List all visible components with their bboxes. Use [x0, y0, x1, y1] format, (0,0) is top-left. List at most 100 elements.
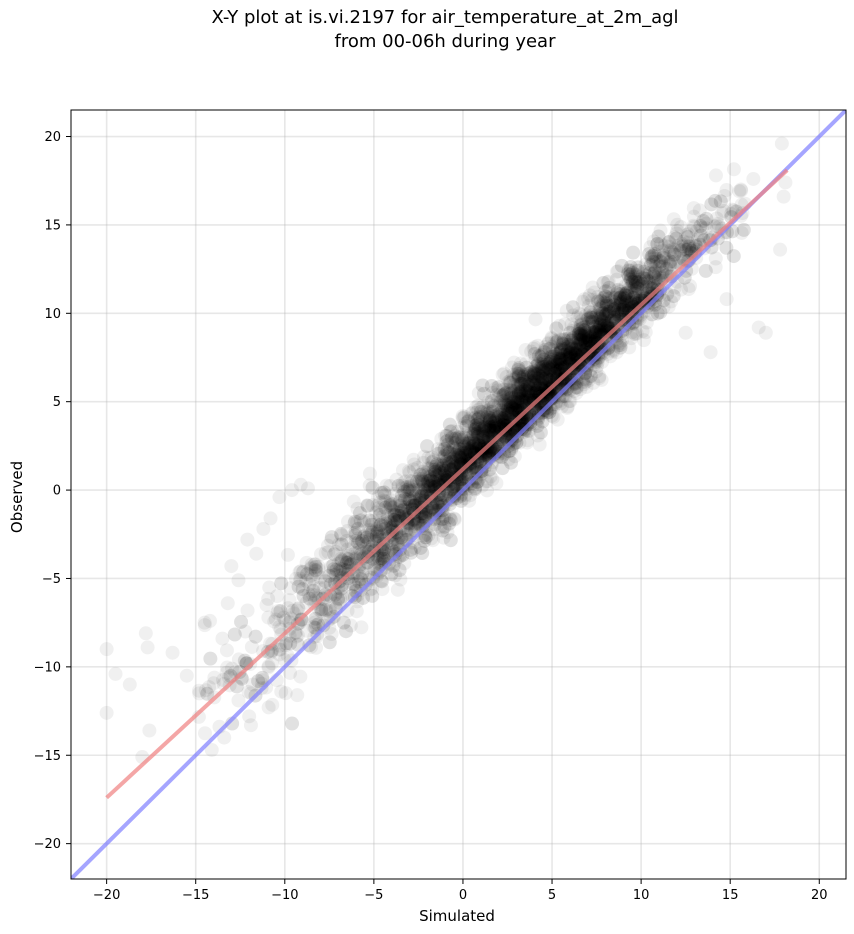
scatter-point — [421, 482, 436, 497]
scatter-point — [508, 400, 523, 415]
scatter-point — [438, 428, 453, 443]
scatter-point — [482, 410, 497, 425]
scatter-point — [539, 370, 554, 385]
scatter-point — [422, 479, 437, 494]
scatter-point — [528, 312, 543, 327]
scatter-point — [548, 366, 563, 381]
scatter-point — [360, 498, 375, 513]
scatter-point — [550, 361, 565, 376]
scatter-point — [378, 536, 393, 551]
scatter-point — [632, 260, 647, 275]
scatter-point — [462, 493, 477, 508]
scatter-point — [614, 287, 629, 302]
scatter-point — [678, 325, 693, 340]
scatter-point — [489, 417, 504, 432]
scatter-point — [480, 417, 495, 432]
scatter-point — [536, 371, 551, 386]
scatter-point — [352, 536, 367, 551]
scatter-point — [445, 423, 460, 438]
scatter-point — [531, 379, 546, 394]
scatter-point — [630, 281, 645, 296]
scatter-point — [289, 629, 304, 644]
scatter-point — [542, 355, 557, 370]
scatter-point — [377, 488, 392, 503]
scatter-point — [710, 216, 725, 231]
scatter-point — [571, 330, 586, 345]
scatter-point — [485, 415, 500, 430]
scatter-point — [446, 457, 461, 472]
scatter-point — [593, 311, 608, 326]
scatter-point — [627, 300, 642, 315]
scatter-point — [416, 468, 431, 483]
scatter-point — [406, 462, 421, 477]
scatter-point — [440, 525, 455, 540]
scatter-point — [615, 304, 630, 319]
scatter-point — [648, 264, 663, 279]
scatter-point — [543, 368, 558, 383]
scatter-point — [340, 523, 355, 538]
scatter-point — [349, 604, 364, 619]
scatter-point — [499, 369, 514, 384]
scatter-point — [473, 417, 488, 432]
scatter-point — [535, 369, 550, 384]
scatter-point — [273, 604, 288, 619]
scatter-point — [380, 511, 395, 526]
scatter-point — [307, 557, 322, 572]
scatter-point — [461, 436, 476, 451]
scatter-point — [670, 217, 685, 232]
scatter-point — [573, 335, 588, 350]
scatter-point — [240, 532, 255, 547]
scatter-point — [550, 363, 565, 378]
scatter-point — [399, 527, 414, 542]
scatter-point — [550, 361, 565, 376]
scatter-point — [366, 513, 381, 528]
scatter-point — [354, 620, 369, 635]
scatter-point — [334, 528, 349, 543]
scatter-point — [325, 558, 340, 573]
scatter-point — [594, 306, 609, 321]
scatter-point — [478, 444, 493, 459]
scatter-point — [401, 526, 416, 541]
scatter-point — [489, 387, 504, 402]
scatter-point — [528, 378, 543, 393]
scatter-point — [641, 280, 656, 295]
scatter-point — [424, 450, 439, 465]
scatter-point — [492, 407, 507, 422]
scatter-point — [459, 419, 474, 434]
scatter-point — [446, 461, 461, 476]
scatter-point — [534, 370, 549, 385]
scatter-point — [655, 243, 670, 258]
scatter-point — [471, 398, 486, 413]
scatter-point — [262, 580, 277, 595]
scatter-point — [523, 384, 538, 399]
scatter-point — [513, 376, 528, 391]
scatter-point — [219, 665, 234, 680]
scatter-point — [486, 422, 501, 437]
scatter-point — [500, 403, 515, 418]
scatter-point — [491, 398, 506, 413]
scatter-point — [583, 334, 598, 349]
scatter-point — [396, 493, 411, 508]
scatter-point — [265, 697, 280, 712]
scatter-point — [573, 332, 588, 347]
scatter-point — [515, 392, 530, 407]
scatter-point — [467, 433, 482, 448]
scatter-point — [561, 351, 576, 366]
scatter-point — [464, 406, 479, 421]
scatter-point — [511, 376, 526, 391]
scatter-point — [470, 465, 485, 480]
scatter-point — [524, 388, 539, 403]
scatter-point — [593, 307, 608, 322]
scatter-point — [481, 422, 496, 437]
scatter-point — [514, 378, 529, 393]
scatter-point — [561, 331, 576, 346]
scatter-point — [666, 212, 681, 227]
scatter-point — [510, 390, 525, 405]
x-tick-label: −15 — [182, 888, 209, 903]
scatter-point — [438, 474, 453, 489]
scatter-point — [354, 513, 369, 528]
scatter-point — [332, 564, 347, 579]
scatter-point — [662, 234, 677, 249]
scatter-point — [577, 333, 592, 348]
scatter-point — [376, 493, 391, 508]
